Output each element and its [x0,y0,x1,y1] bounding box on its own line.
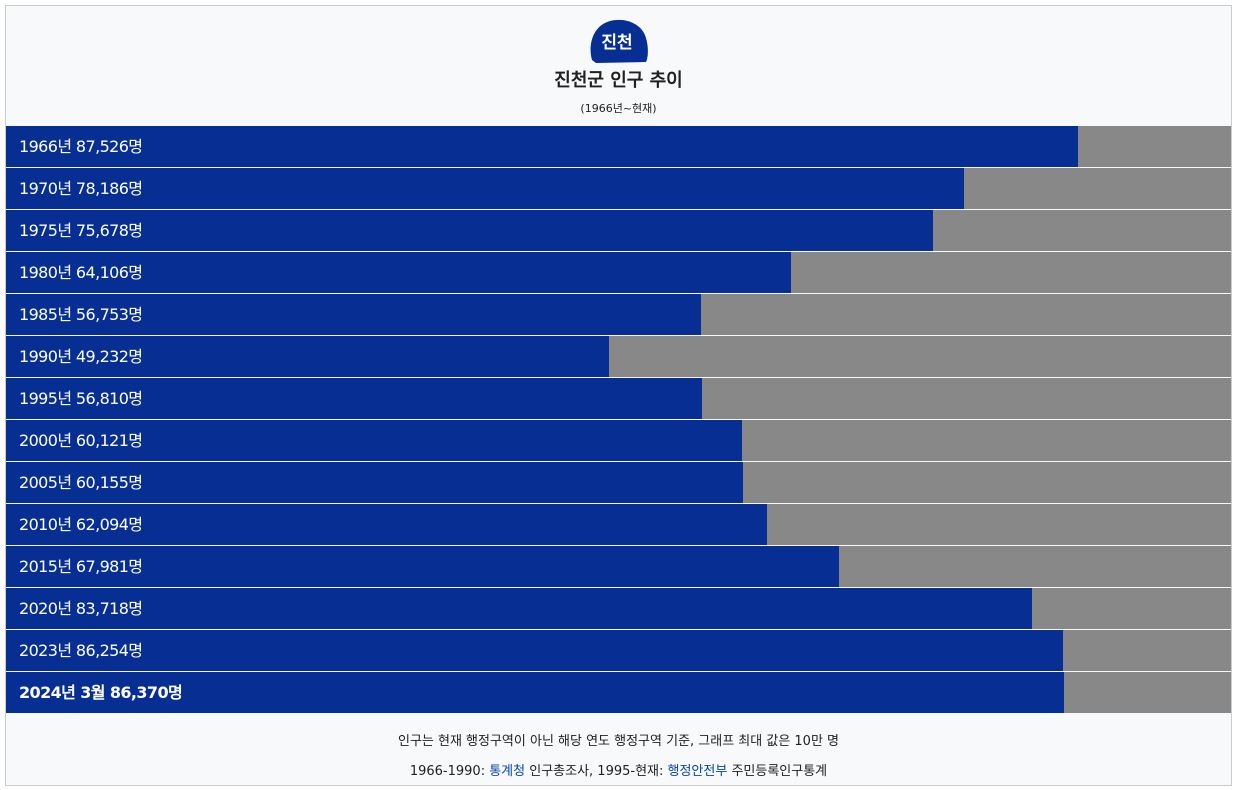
source-link-statistics-korea[interactable]: 통계청 [489,764,526,779]
population-chart-frame: 진천 진천군 인구 추이 (1966년~현재) 1966년 87,526명 197… [5,5,1232,786]
logo-text: 진천 [601,33,632,53]
bar-label: 2015년 67,981명 [19,557,143,576]
bar [6,210,933,251]
bar-row: 1995년 56,810명 [6,378,1231,419]
footer-note: 인구는 현재 행정구역이 아닌 해당 연도 행정구역 기준, 그래프 최대 값은… [397,734,840,749]
bar-row: 2023년 86,254명 [6,630,1231,671]
source-1-prefix: 1966-1990: [409,764,490,779]
bar-row: 2020년 83,718명 [6,588,1231,629]
bar [6,294,701,335]
bar-row: 1985년 56,753명 [6,294,1231,335]
bar-label: 2000년 60,121명 [19,431,143,450]
bar-row: 1975년 75,678명 [6,210,1231,251]
bar-label: 1995년 56,810명 [19,389,143,408]
bar [6,630,1063,671]
bar-label: 2010년 62,094명 [19,515,143,534]
bar-row: 1980년 64,106명 [6,252,1231,293]
bar-label: 2005년 60,155명 [19,473,143,492]
bar-row: 2005년 60,155명 [6,462,1231,503]
bar [6,252,791,293]
bar [6,588,1032,629]
bar-rows: 1966년 87,526명 1970년 78,186명 1975년 75,678명 1… [6,126,1231,714]
bar [6,672,1064,713]
bar-label: 2020년 83,718명 [19,599,143,618]
bar-row: 2015년 67,981명 [6,546,1231,587]
source-link-ministry-interior[interactable]: 행정안전부 [667,764,728,779]
bar-label: 2023년 86,254명 [19,641,143,660]
bar-label: 1980년 64,106명 [19,263,143,282]
chart-subtitle: (1966년~현재) [580,102,657,115]
bar [6,378,702,419]
chart-title: 진천군 인구 추이 [554,70,683,91]
bar-label: 1985년 56,753명 [19,305,143,324]
bar [6,168,964,209]
bar-label: 1990년 49,232명 [19,347,143,366]
source-2-suffix: 주민등록인구통계 [727,764,828,779]
bar [6,462,743,503]
source-1-suffix: 인구총조사, 1995-현재: [525,764,668,779]
bar [6,546,839,587]
bar-row: 1970년 78,186명 [6,168,1231,209]
chart-footer: 인구는 현재 행정구역이 아닌 해당 연도 행정구역 기준, 그래프 최대 값은… [6,716,1231,786]
bar-row: 1990년 49,232명 [6,336,1231,377]
bar-label: 1975년 75,678명 [19,221,143,240]
chart-header: 진천 진천군 인구 추이 (1966년~현재) [6,6,1231,126]
bar-label: 1966년 87,526명 [19,137,143,156]
bar [6,420,742,461]
bar [6,504,767,545]
bar [6,126,1078,167]
bar-row: 2010년 62,094명 [6,504,1231,545]
bar-label: 1970년 78,186명 [19,179,143,198]
jincheon-logo-icon: 진천 [590,19,648,63]
bar-label: 2024년 3월 86,370명 [19,683,183,702]
bar-row: 2024년 3월 86,370명 [6,672,1231,713]
bar-row: 1966년 87,526명 [6,126,1231,167]
bar [6,336,609,377]
bar-row: 2000년 60,121명 [6,420,1231,461]
footer-source: 1966-1990: 통계청 인구총조사, 1995-현재: 행정안전부 주민등… [6,760,1231,779]
